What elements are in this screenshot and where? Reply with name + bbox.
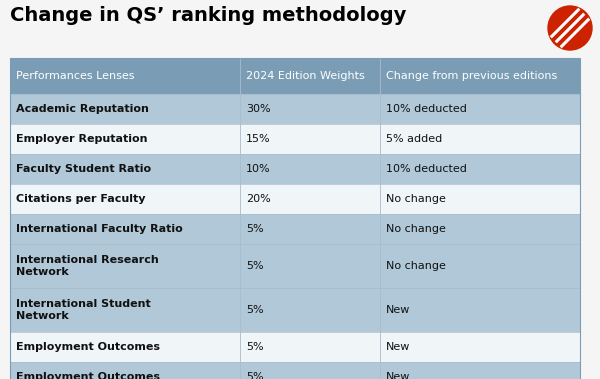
Text: Employment Outcomes: Employment Outcomes bbox=[16, 342, 160, 352]
Circle shape bbox=[548, 6, 592, 50]
Text: International Student: International Student bbox=[16, 299, 151, 309]
Bar bbox=[10, 214, 580, 244]
Text: 10% deducted: 10% deducted bbox=[386, 104, 467, 114]
Text: 30%: 30% bbox=[246, 104, 271, 114]
Text: 5%: 5% bbox=[246, 372, 263, 379]
Text: No change: No change bbox=[386, 224, 446, 234]
Text: International Faculty Ratio: International Faculty Ratio bbox=[16, 224, 183, 234]
Text: Network: Network bbox=[16, 312, 69, 321]
Text: Change in QS’ ranking methodology: Change in QS’ ranking methodology bbox=[10, 6, 406, 25]
Text: Academic Reputation: Academic Reputation bbox=[16, 104, 149, 114]
Bar bbox=[10, 94, 580, 124]
Bar bbox=[10, 124, 580, 154]
Text: No change: No change bbox=[386, 261, 446, 271]
Text: 5% added: 5% added bbox=[386, 134, 442, 144]
Text: International Research: International Research bbox=[16, 255, 159, 265]
Text: New: New bbox=[386, 372, 410, 379]
Bar bbox=[10, 58, 580, 379]
Bar bbox=[10, 288, 580, 332]
Text: 5%: 5% bbox=[246, 224, 263, 234]
Text: Employer Reputation: Employer Reputation bbox=[16, 134, 148, 144]
Text: 15%: 15% bbox=[246, 134, 271, 144]
Bar bbox=[10, 58, 580, 94]
Text: 5%: 5% bbox=[246, 261, 263, 271]
Text: New: New bbox=[386, 305, 410, 315]
Bar bbox=[10, 154, 580, 184]
Text: 5%: 5% bbox=[246, 342, 263, 352]
Text: 10% deducted: 10% deducted bbox=[386, 164, 467, 174]
Bar bbox=[10, 332, 580, 362]
Text: Employment Outcomes: Employment Outcomes bbox=[16, 372, 160, 379]
Text: 20%: 20% bbox=[246, 194, 271, 204]
Bar bbox=[10, 244, 580, 288]
Text: 10%: 10% bbox=[246, 164, 271, 174]
Text: 5%: 5% bbox=[246, 305, 263, 315]
Text: 2024 Edition Weights: 2024 Edition Weights bbox=[246, 71, 365, 81]
Text: Network: Network bbox=[16, 268, 69, 277]
Bar bbox=[10, 184, 580, 214]
Text: New: New bbox=[386, 342, 410, 352]
Text: Faculty Student Ratio: Faculty Student Ratio bbox=[16, 164, 151, 174]
Text: Change from previous editions: Change from previous editions bbox=[386, 71, 557, 81]
Bar bbox=[10, 362, 580, 379]
Text: No change: No change bbox=[386, 194, 446, 204]
Text: Performances Lenses: Performances Lenses bbox=[16, 71, 134, 81]
Text: Citations per Faculty: Citations per Faculty bbox=[16, 194, 146, 204]
